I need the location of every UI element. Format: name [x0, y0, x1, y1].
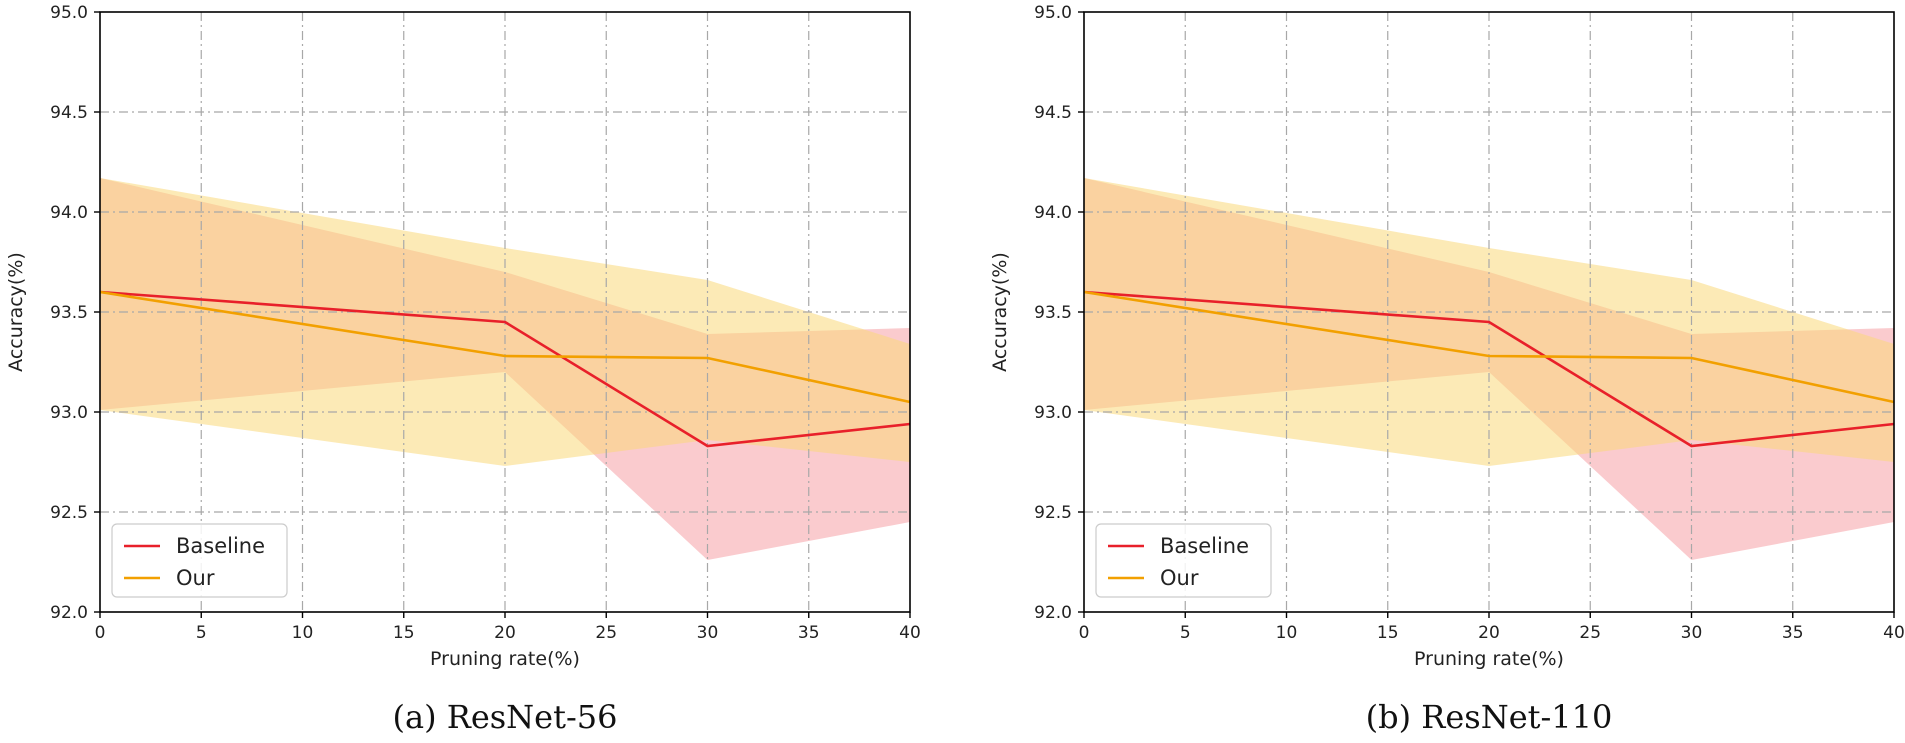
x-tick-label: 5	[196, 623, 207, 643]
x-tick-label: 30	[697, 623, 719, 643]
x-tick-label: 15	[1377, 623, 1399, 643]
legend-label-baseline: Baseline	[176, 534, 265, 558]
y-tick-label: 92.0	[50, 603, 88, 623]
figure-caption: (a) ResNet-56	[393, 698, 618, 736]
y-tick-label: 95.0	[1034, 3, 1072, 23]
x-tick-label: 15	[393, 623, 415, 643]
legend: Baseline Our	[111, 523, 288, 598]
legend-label-our: Our	[1160, 566, 1199, 590]
x-tick-label: 20	[494, 623, 516, 643]
y-tick-label: 95.0	[50, 3, 88, 23]
x-axis-label: Pruning rate(%)	[1414, 648, 1564, 670]
y-axis-label: Accuracy(%)	[5, 252, 27, 372]
x-tick-label: 20	[1478, 623, 1500, 643]
figure-caption: (b) ResNet-110	[1366, 698, 1613, 736]
y-tick-label: 92.0	[1034, 603, 1072, 623]
series-line-our	[99, 290, 911, 404]
chart-resnet-110: 0 5 10 15 20 25 30 35 40 92.0 92.5 93.0 93.5 94.0 94.5…	[989, 3, 1905, 736]
legend-label-our: Our	[176, 566, 215, 590]
y-tick-label: 93.0	[50, 403, 88, 423]
chart-resnet-56: 0 5 10 15 20 25 30 35 40 92.0 92.5 93.0 93.5 94.0 94.5…	[5, 3, 921, 736]
series-line-baseline	[1083, 290, 1895, 448]
x-tick-label: 35	[1782, 623, 1804, 643]
x-axis-label: Pruning rate(%)	[430, 648, 580, 670]
legend-label-baseline: Baseline	[1160, 534, 1249, 558]
y-tick-label: 94.0	[1034, 203, 1072, 223]
x-tick-label: 10	[1276, 623, 1298, 643]
x-tick-label: 30	[1681, 623, 1703, 643]
series-line-baseline	[99, 290, 911, 448]
x-tick-label: 0	[1079, 623, 1090, 643]
y-tick-label: 92.5	[1034, 503, 1072, 523]
y-axis-label: Accuracy(%)	[989, 252, 1011, 372]
y-tick-label: 94.0	[50, 203, 88, 223]
plot-area	[1083, 12, 1895, 612]
series-line-our	[1083, 290, 1895, 404]
x-tick-label: 40	[1883, 623, 1905, 643]
legend: Baseline Our	[1095, 523, 1272, 598]
x-tick-label: 10	[292, 623, 314, 643]
y-tick-label: 93.0	[1034, 403, 1072, 423]
y-tick-label: 94.5	[50, 103, 88, 123]
y-tick-label: 92.5	[50, 503, 88, 523]
y-tick-label: 93.5	[50, 303, 88, 323]
x-tick-label: 40	[899, 623, 921, 643]
x-tick-label: 5	[1180, 623, 1191, 643]
plot-area	[99, 12, 911, 612]
y-tick-label: 94.5	[1034, 103, 1072, 123]
y-tick-label: 93.5	[1034, 303, 1072, 323]
x-tick-label: 25	[595, 623, 617, 643]
x-tick-label: 35	[798, 623, 820, 643]
x-tick-label: 0	[95, 623, 106, 643]
x-tick-label: 25	[1579, 623, 1601, 643]
